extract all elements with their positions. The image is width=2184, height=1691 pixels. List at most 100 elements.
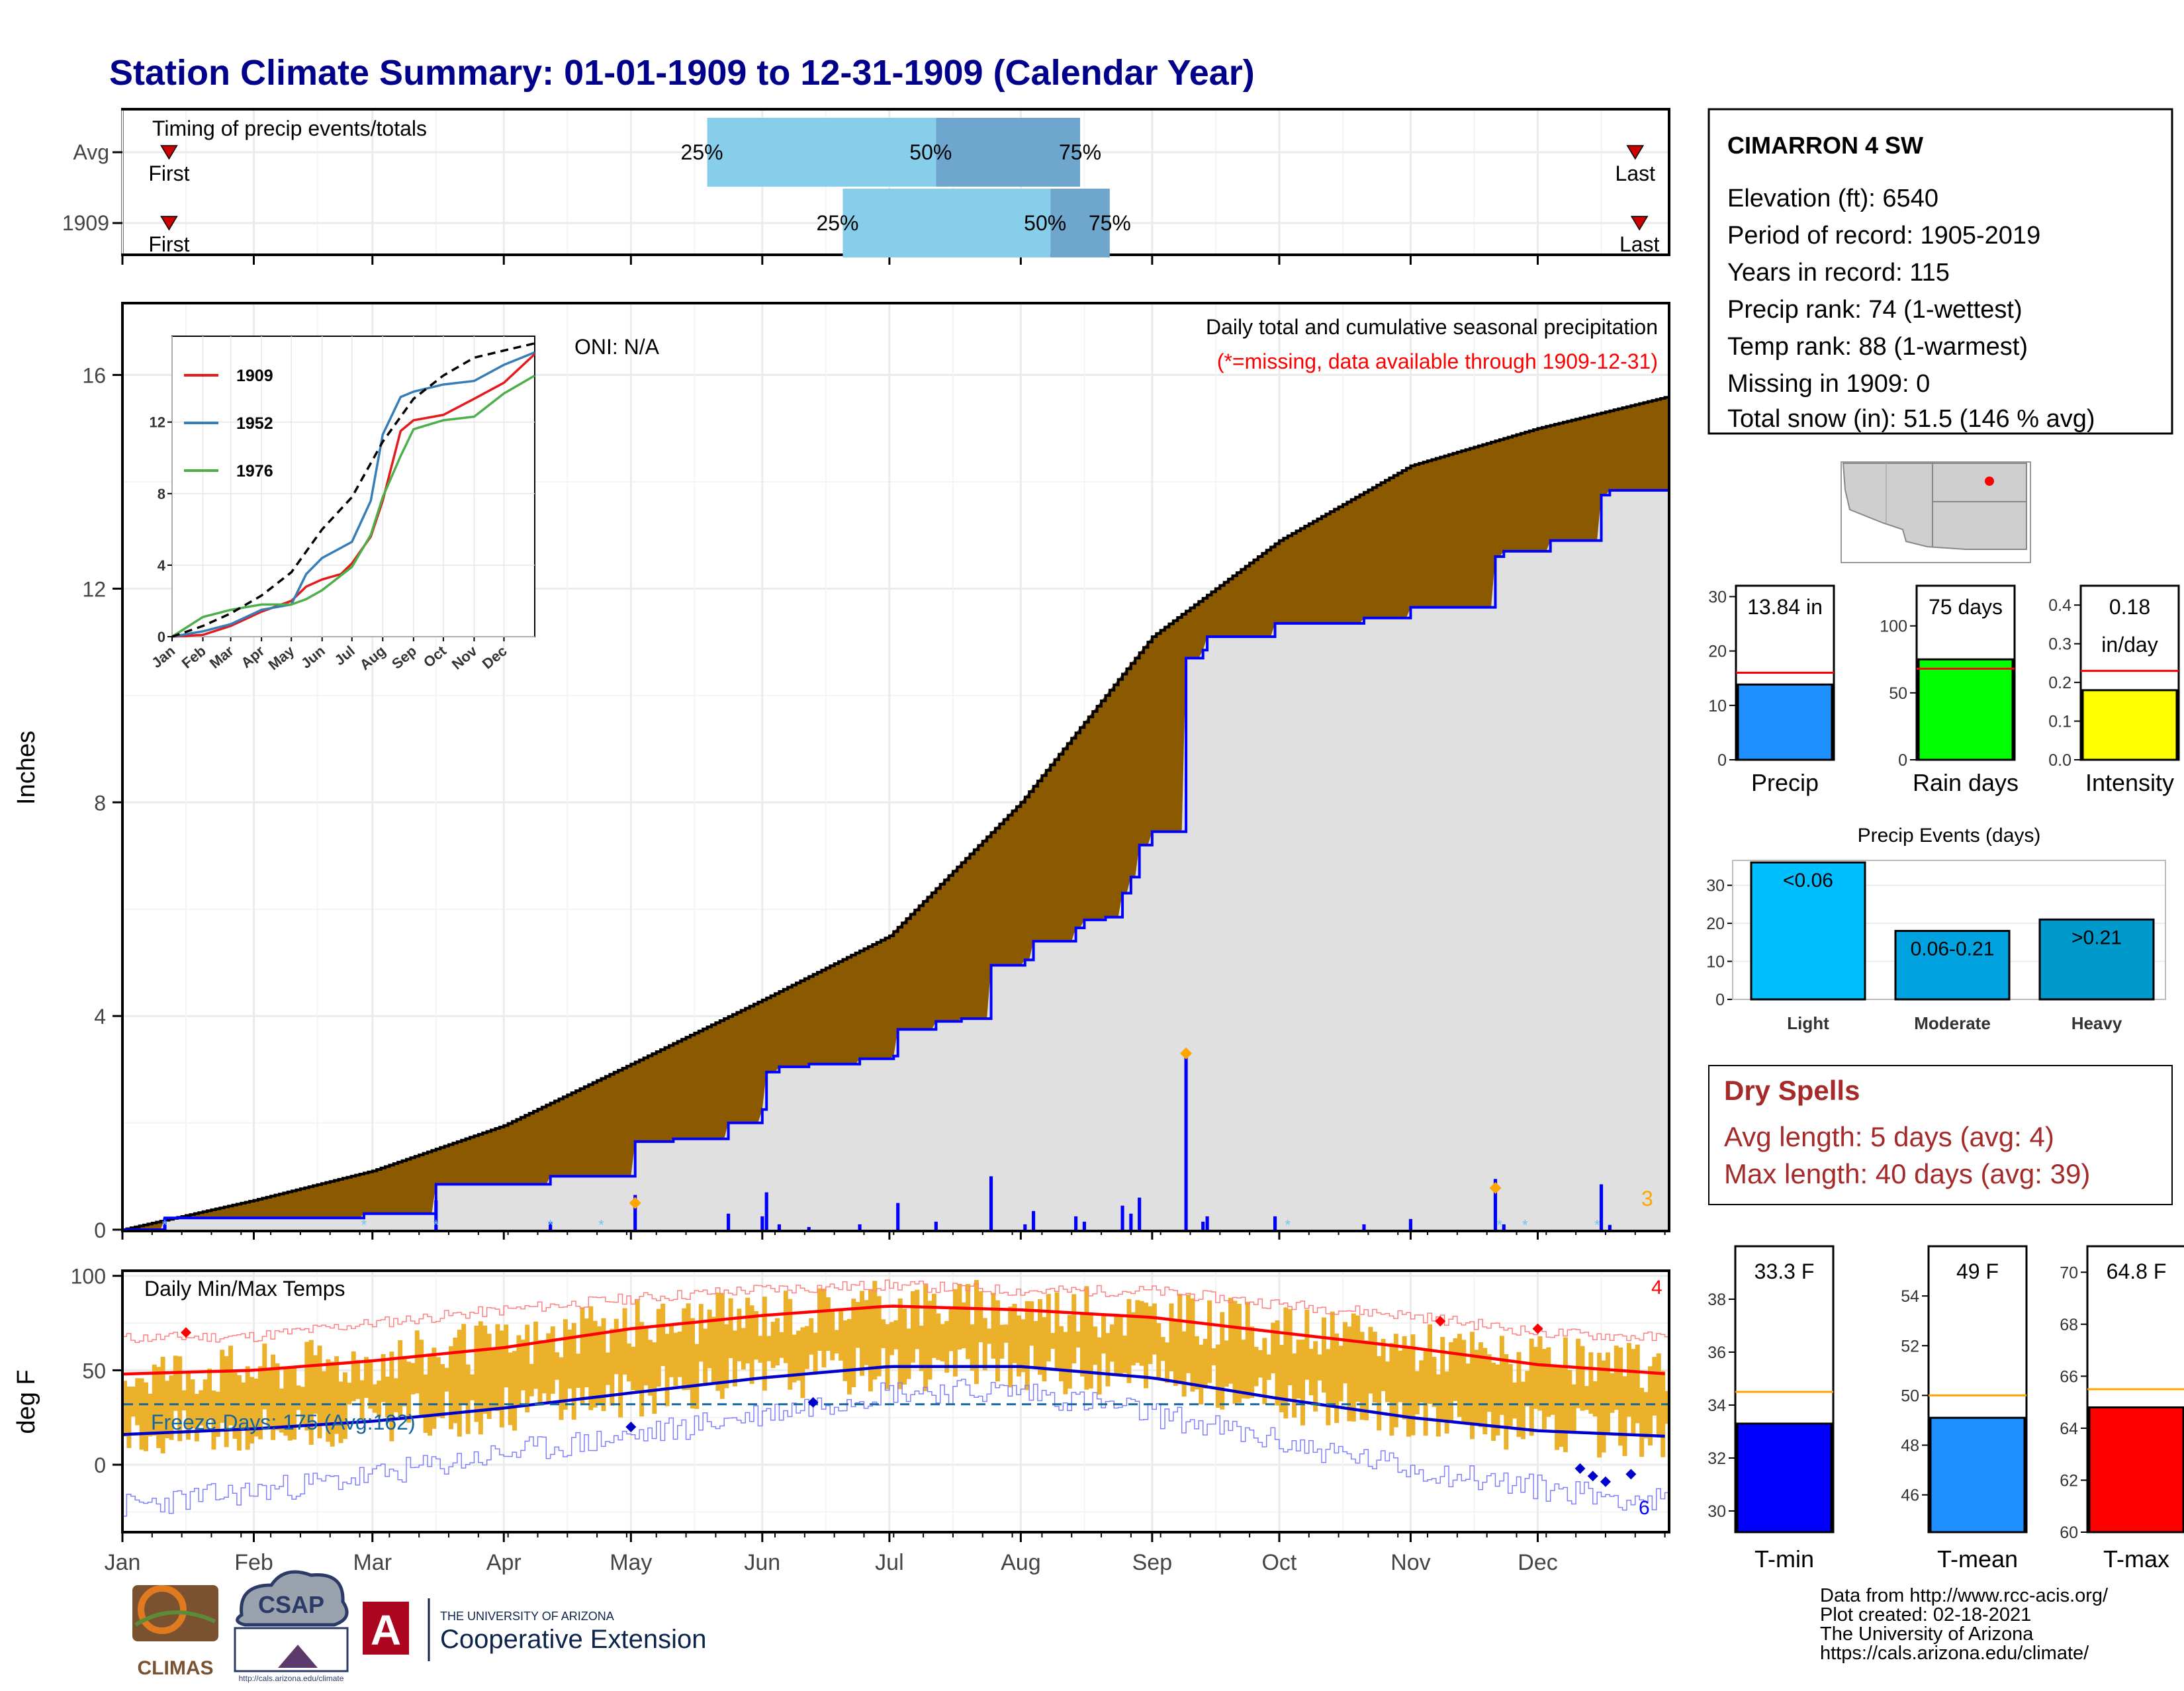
events-category-label: Heavy [2071,1013,2122,1033]
temp-summary-panel-name: T-max [2103,1545,2169,1573]
extreme-precip-marker [1180,1047,1193,1060]
daily-temp-range-bar [215,1391,220,1437]
temp-summary-y-tick-label: 32 [1707,1449,1726,1468]
daily-temp-range-bar [1419,1360,1424,1403]
footer-plot-created: Plot created: 02-18-2021 [1820,1604,2031,1625]
daily-temp-range-bar [402,1358,407,1406]
daily-temp-range-bar [241,1382,246,1431]
daily-temp-range-bar [165,1381,170,1438]
temp-summary-y-tick-label: 50 [1901,1387,1919,1405]
station-location-dot [1985,477,1994,486]
summary-value-label: 75 days [1929,595,2003,619]
daily-temp-range-bar [470,1374,475,1400]
daily-temp-range-bar [567,1329,572,1389]
daily-temp-range-bar [1541,1349,1547,1430]
daily-temp-range-bar [1279,1345,1284,1412]
temp-x-tick-label: Aug [1001,1550,1041,1575]
precip-panel-frame [121,302,1670,1232]
daily-temp-range-bar [257,1366,263,1440]
daily-temp-range-bar [1165,1342,1170,1383]
station-period: Period of record: 1905-2019 [1727,222,2040,250]
station-years: Years in record: 115 [1727,259,1950,287]
inset-series-line [171,353,536,638]
daily-precip-bar [633,1195,637,1230]
daily-temp-range-bar [1037,1299,1042,1375]
dry-spells-title: Dry Spells [1724,1075,1860,1106]
daily-temp-range-bar [860,1291,865,1376]
precip-panel: * * * * * * * * * Daily total and cumulative sea… [13,302,1670,1242]
daily-temp-range-bar [1635,1344,1640,1424]
daily-temp-range-bar [1499,1336,1504,1415]
daily-temp-range-bar [1118,1316,1123,1376]
daily-precip-bar [549,1221,553,1230]
daily-temp-range-bar [283,1367,289,1436]
daily-temp-range-bar [271,1354,276,1440]
daily-precip-bar [777,1224,781,1230]
daily-temp-range-bar [279,1389,284,1433]
daily-temp-range-bar [1186,1295,1191,1373]
daily-temp-range-bar [614,1318,619,1375]
climas-swoosh-shape [134,1610,216,1627]
daily-temp-range-bar [1330,1311,1335,1404]
timing-row-label: Avg [73,140,109,164]
daily-temp-range-bar [199,1390,204,1426]
events-bar [1750,861,1866,1001]
daily-precip-bar [1082,1221,1086,1230]
daily-temp-range-bar [461,1324,467,1404]
daily-temp-range-bar [1461,1340,1467,1424]
daily-temp-range-bar [804,1326,809,1369]
precip-y-tick-label: 0 [94,1218,106,1242]
timing-title: Timing of precip events/totals [152,116,427,140]
daily-temp-range-bar [1342,1322,1347,1384]
summary-value-label: 13.84 in [1747,595,1823,619]
avg-max-line [122,1304,1665,1376]
daily-temp-range-bar [1207,1300,1212,1383]
daily-temp-range-bar [1478,1342,1483,1428]
daily-temp-range-bar [1601,1360,1606,1453]
daily-temp-range-bar [982,1318,987,1371]
daily-temp-range-bar [1385,1361,1390,1402]
record-low-marker [807,1396,819,1408]
record-high-marker [1435,1316,1446,1327]
daily-temp-range-bar [626,1343,631,1382]
station-temp-rank: Temp rank: 88 (1-warmest) [1727,333,2028,361]
daily-temp-range-bar [474,1325,479,1422]
daily-temp-range-bar [610,1328,615,1406]
station-snow: Total snow (in): 51.5 (146 % avg) [1727,405,2095,433]
daily-temp-range-bar [893,1320,899,1349]
daily-temp-range-bar [715,1293,721,1391]
timing-bars: Avg 25% 50% 75% First Last 1909 25% 50% 75% First L… [62,118,1660,257]
timing-p75-label: 75% [1059,140,1101,164]
temp-axis: 0 50 100 Jan Feb Mar Apr May Jun Jul Aug Sep Oct Nov D… [71,1265,1666,1575]
precip-y-axis-label: Inches [13,731,40,805]
daily-temp-range-bar [385,1377,390,1418]
daily-temp-range-bar [741,1328,746,1370]
daily-temp-range-bar [694,1344,700,1409]
ua-logo-block [363,1602,409,1655]
daily-temp-range-bar [1097,1337,1102,1395]
daily-temp-range-bar [262,1344,267,1410]
daily-temp-range-bar [1444,1371,1449,1434]
daily-temp-range-bar [839,1309,844,1361]
daily-temp-range-bar [991,1293,996,1359]
daily-temp-range-bar [224,1356,229,1447]
temp-chart-title: Daily Min/Max Temps [144,1277,345,1301]
daily-temp-range-bar [355,1359,361,1399]
daily-temp-range-bar [152,1364,157,1436]
timing-first-label: First [148,232,189,256]
extreme-precip-count: 3 [1641,1187,1653,1211]
daily-temp-range-bar [966,1284,971,1359]
snow-marker: * [162,1216,168,1233]
daily-temp-range-bar [846,1318,852,1394]
daily-temp-range-bar [1338,1346,1343,1402]
daily-temp-range-bar [707,1309,712,1369]
temp-summary-y-tick-label: 48 [1901,1437,1919,1455]
daily-temp-range-bar [800,1327,805,1398]
timing-last-marker [1630,216,1649,231]
daily-temp-range-bar [504,1324,509,1388]
extreme-precip-marker [1489,1182,1502,1195]
daily-temp-range-bar [1029,1301,1034,1346]
daily-temp-range-bar [1275,1320,1280,1406]
daily-temp-range-bar [1546,1347,1551,1417]
footer-credits: Data from http://www.rcc-acis.org/ Plot … [1820,1585,2109,1664]
